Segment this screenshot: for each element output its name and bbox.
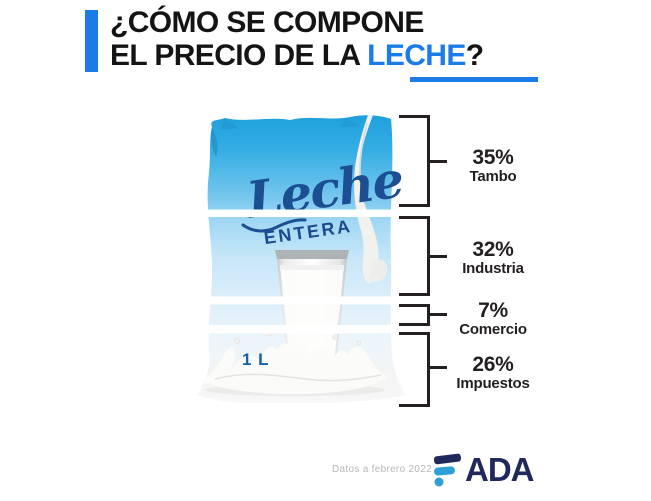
fada-logo-f-icon [434, 453, 462, 487]
segment-tambo: 35% Tambo [438, 147, 548, 185]
title-accent-bar [85, 10, 98, 72]
bag-section-gaps [185, 209, 405, 334]
segment-industria-pct: 32% [472, 238, 514, 261]
bracket-comercio [399, 304, 430, 326]
segment-industria: 32% Industria [438, 239, 548, 277]
title-line-1: ¿CÓMO SE COMPONE [110, 6, 424, 39]
bracket-impuestos-tick [430, 366, 447, 369]
bracket-tambo-tick [430, 160, 447, 163]
segment-comercio-label: Comercio [459, 321, 527, 338]
segment-tambo-pct: 35% [472, 146, 514, 169]
milk-glass [275, 250, 349, 366]
script-swash [241, 218, 307, 233]
title-line-2: EL PRECIO DE LA LECHE? [110, 39, 590, 72]
milk-splash-bottom [201, 328, 387, 396]
title-line-2-text: EL PRECIO DE LA [110, 39, 368, 72]
segment-comercio: 7% Comercio [438, 300, 548, 338]
segment-comercio-pct: 7% [478, 299, 508, 322]
bracket-industria-tick [430, 255, 447, 258]
fada-logo: ADA [434, 451, 534, 489]
segment-impuestos: 26% Impuestos [438, 354, 548, 392]
bracket-tambo [399, 115, 430, 207]
segment-tambo-label: Tambo [469, 168, 517, 185]
segment-impuestos-pct: 26% [472, 353, 514, 376]
title-question-mark: ? [465, 39, 484, 72]
fada-logo-text: ADA [465, 451, 534, 488]
milk-bag-image: Leche ENTERA 1 L [185, 115, 405, 403]
page-title: ¿CÓMO SE COMPONE EL PRECIO DE LA LECHE? [110, 6, 590, 72]
milk-pour-splash [354, 115, 388, 284]
segment-industria-label: Industria [462, 260, 524, 277]
bracket-industria [399, 216, 430, 296]
title-highlight: LECHE [367, 39, 466, 72]
segment-impuestos-label: Impuestos [456, 375, 530, 392]
bag-crumple-shadow [220, 119, 238, 130]
title-highlight-underline [410, 77, 538, 82]
bag-volume-label: 1 L [242, 350, 270, 369]
data-date-note: Datos a febrero 2022 [332, 464, 432, 475]
bracket-impuestos [399, 332, 430, 407]
bracket-comercio-tick [430, 313, 447, 316]
